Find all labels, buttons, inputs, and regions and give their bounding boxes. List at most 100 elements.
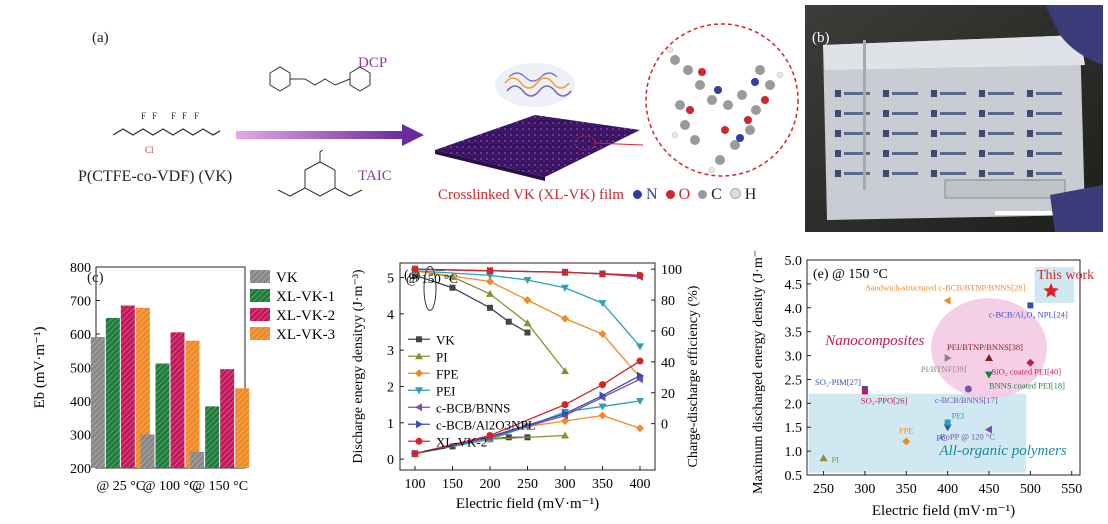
legend-swatch [250, 270, 270, 283]
nanocomposites-region [931, 298, 1047, 399]
point-fpe [902, 437, 911, 446]
x-tick-label: 150 [442, 477, 463, 492]
bar-xl-vk-2 [170, 332, 185, 468]
logo-mark [979, 130, 1014, 137]
point-efficiency-vk [524, 329, 531, 336]
logo-mark [883, 90, 918, 97]
logo-mark [883, 150, 918, 157]
eb-bar-chart: 200 300 400 500 600 700 800 @ 25 °C@ 100 °C@ 15… [32, 261, 335, 494]
point-energy-c-bcb-al2o3npl [562, 409, 569, 418]
logo-mark [883, 130, 918, 137]
bar-xl-vk-2 [220, 369, 235, 468]
point-label-pi: PI [832, 454, 840, 464]
point-energy-c-bcb-al2o3npl [637, 371, 644, 380]
logo-mark [931, 150, 966, 157]
y-tick-label-left: 3 [387, 344, 394, 359]
taic-structure [277, 150, 363, 197]
energy-efficiency-chart: (d)1001502002503003504000123450204060801… [351, 262, 701, 512]
point-energy-c-bcb-al2o3npl [599, 391, 607, 400]
legend-swatch [250, 289, 270, 302]
point-efficiency-fpe [561, 314, 569, 323]
point-sandwich-structured-c-bcb-btnp-bnns-28 [943, 296, 951, 305]
y-tick-label-left: 0 [387, 453, 394, 468]
atom-legend-h: H [729, 186, 756, 204]
atom-f: F [141, 111, 146, 121]
point-label-so-ppo-26: SO₂-PPO[26] [861, 395, 908, 405]
y-tick-label: 600 [70, 328, 91, 343]
point-label-bnns-coated-pei-18: BNNS coated PEI[18] [989, 381, 1065, 391]
point-so-ppo-26 [861, 388, 868, 395]
legend-label-vk: VK [436, 332, 455, 347]
logo-mark [883, 110, 918, 117]
point-energy-pei [598, 403, 607, 411]
point-label-so-pim-27: SO₂-PIM[27] [815, 377, 861, 387]
logo-mark [931, 110, 966, 117]
y-axis-label-left: Discharge energy densityy (J·m⁻³) [351, 269, 366, 464]
monomer-name: P(CTFE-co-VDF) (VK) [78, 168, 233, 185]
legend-label: XL-VK-1 [276, 289, 335, 305]
point-label-pc: PC [936, 433, 947, 443]
legend-label: XL-VK-3 [276, 327, 335, 343]
legend-label-pei: PEI [436, 383, 456, 398]
legend-label: XL-VK-2 [276, 308, 335, 324]
y-axis-label: Maximum discharged energy density (J·m⁻³… [751, 250, 766, 494]
x-tick-label: 250 [813, 482, 834, 497]
logo-mark [1027, 150, 1062, 157]
y-tick-label-right: 60 [661, 325, 675, 340]
point-label-c-bcb-bnns-17: c-BCB/BNNS[17] [935, 395, 998, 405]
all-organic-label: All-organic polymers [938, 443, 1067, 459]
point-efficiency-pei [561, 284, 569, 292]
x-axis-label: Electric field (mV·m⁻¹) [456, 496, 599, 512]
point-bnns-coated-pei-18 [985, 371, 993, 379]
panel-b-label: (b) [812, 30, 830, 46]
legend-marker-c-bcb-al2o3npl [416, 420, 423, 429]
point-efficiency-xl-vk-2 [599, 270, 606, 278]
y-axis-label-right: Charge-discharge efficiency (%) [686, 285, 701, 467]
y-tick-label: 4.5 [785, 278, 803, 293]
legend-label-xl-vk-2: XL-VK-2 [436, 434, 487, 449]
y-tick-label: 700 [70, 295, 91, 310]
x-tick-label: 250 [517, 477, 538, 492]
logo-mark [835, 130, 870, 137]
point-energy-xl-vk-2 [599, 381, 606, 389]
point-label-sio-coated-pei-40: SiO₂ coated PEI[40] [992, 367, 1062, 377]
bar-vk [190, 451, 205, 468]
y-tick-label-right: 40 [661, 356, 675, 371]
x-tick-label: @ 150 °C [192, 479, 248, 494]
atom-f: F [194, 111, 199, 121]
point-energy-xl-vk-2 [636, 357, 644, 365]
point-label-pei: PEI [952, 410, 965, 420]
this-work-label: This work [1037, 268, 1094, 283]
y-tick-label: 300 [70, 429, 91, 444]
panel-a-label: (a) [92, 30, 109, 46]
bar-xl-vk-1 [205, 406, 220, 468]
point-energy-xl-vk-2 [486, 432, 494, 439]
point-efficiency-vk [449, 284, 456, 291]
y-axis-label: Eb (mV·m⁻¹) [32, 327, 48, 409]
panel-e-label: (e) @ 150 °C [813, 267, 888, 282]
atom-legend-n: N [633, 186, 658, 204]
x-tick-label: 200 [480, 477, 501, 492]
point-label-c-bcb-al-o-npl-24: c-BCB/Al₂O₃ NPL[24] [989, 309, 1068, 319]
y-tick-label: 1.0 [785, 445, 803, 460]
logo-mark [979, 150, 1014, 157]
logo-mark [1027, 130, 1062, 137]
x-tick-label: 500 [1020, 482, 1041, 497]
point-energy-c-bcb-bnns [636, 375, 643, 384]
point-efficiency-xl-vk-2 [486, 267, 494, 275]
x-tick-label: 300 [555, 477, 576, 492]
energy-vs-field-chart: 250 300 350 400 450 500 550 0.5 1.0 1.5 2.0 2.5 3.0 3… [751, 250, 1094, 519]
point-efficiency-pi [561, 367, 569, 375]
logo-mark [1027, 110, 1062, 117]
y-tick-label: 3.0 [785, 350, 803, 365]
molecule-zoom [645, 23, 799, 177]
film-caption: Crosslinked VK (XL-VK) film [438, 187, 624, 203]
point-efficiency-xl-vk-2 [561, 268, 569, 276]
legend-label-c-bcb-al2o3npl: c-BCB/Al2O3NPL [436, 417, 536, 432]
bar-xl-vk-1 [105, 317, 120, 468]
logo-mark [979, 90, 1014, 97]
x-tick-label: 300 [854, 482, 875, 497]
x-tick-label: 350 [896, 482, 917, 497]
logo-mark [931, 170, 966, 177]
point-this-work [1043, 283, 1059, 298]
